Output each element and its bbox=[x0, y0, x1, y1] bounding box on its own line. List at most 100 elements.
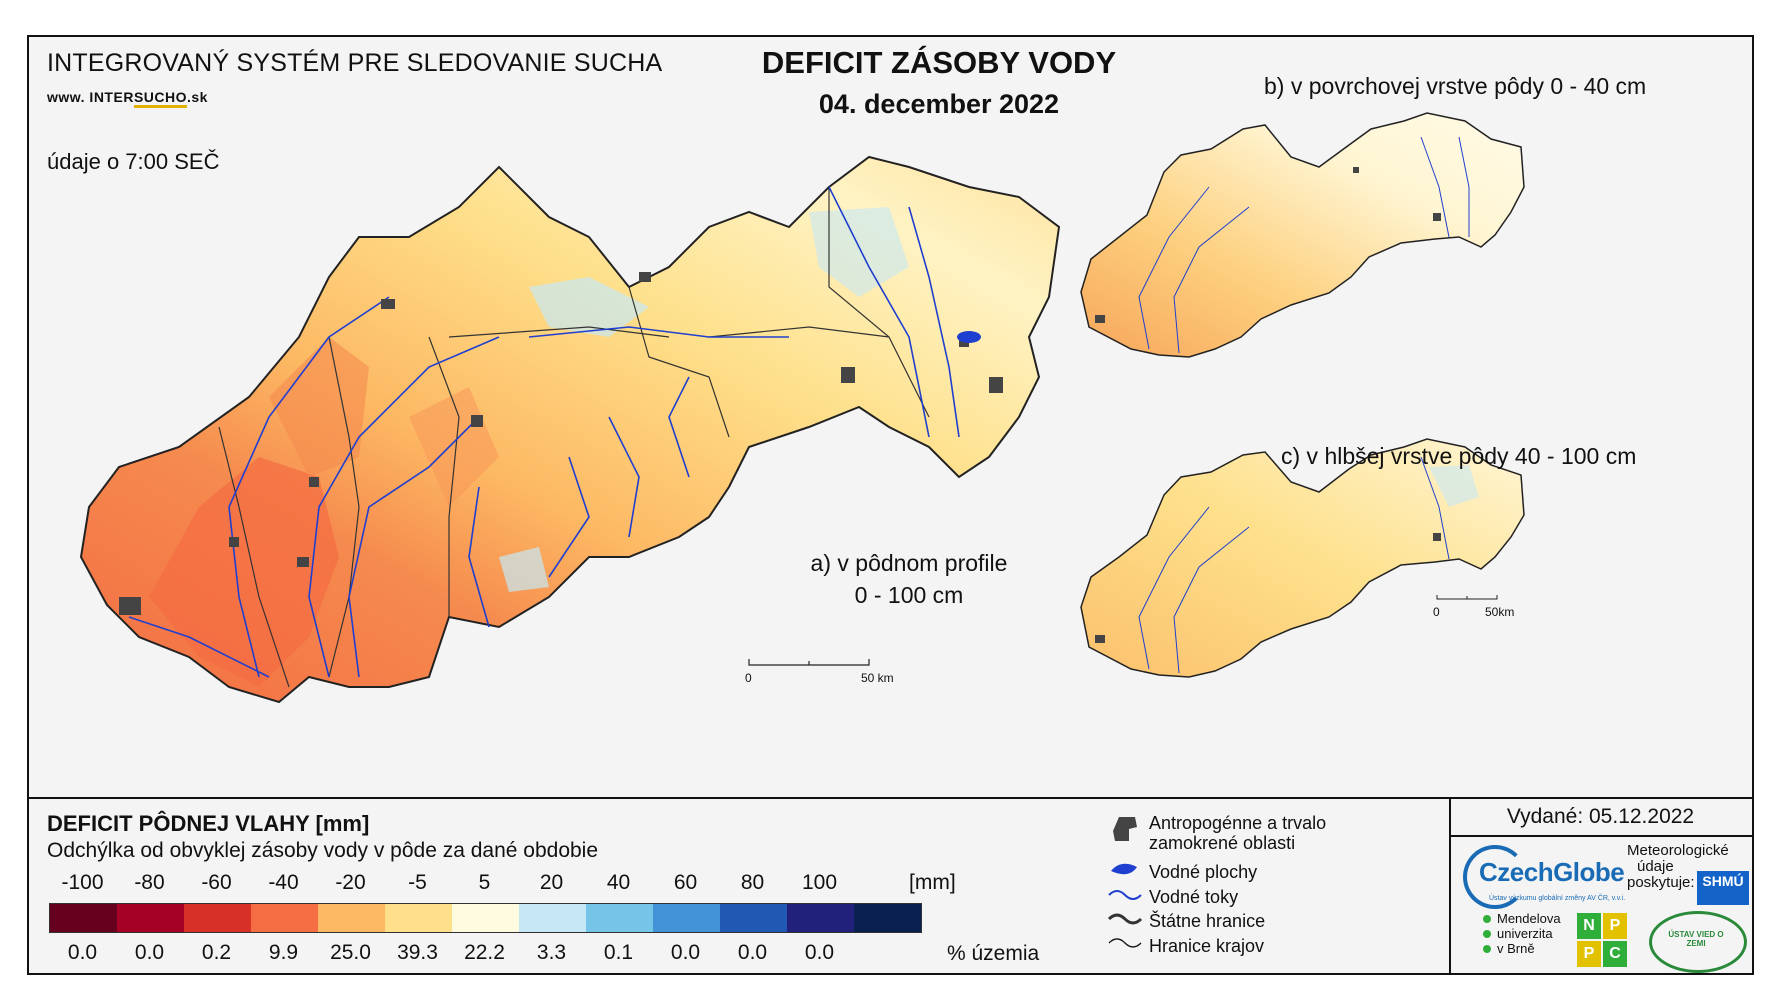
scale-c-end: 50km bbox=[1485, 605, 1515, 619]
legend-symbols bbox=[1107, 817, 1143, 948]
water-body-a bbox=[957, 331, 981, 343]
region-borders-a bbox=[218, 187, 930, 688]
map-b bbox=[1080, 112, 1525, 358]
legend-bound-label: -100 bbox=[61, 871, 104, 894]
legend-color-cell bbox=[184, 904, 251, 932]
legend-bound-label: 5 bbox=[478, 871, 491, 894]
slovakia-outline-b bbox=[1080, 112, 1525, 358]
state-border-icon bbox=[1107, 913, 1143, 925]
meteo-provider: Meteorologické údaje poskytuje: bbox=[1627, 842, 1729, 891]
mendel-dot-icon bbox=[1483, 929, 1491, 938]
legend-color-scale bbox=[49, 903, 922, 933]
legend-state-border: Štátne hranice bbox=[1149, 911, 1266, 931]
urban-areas-c bbox=[1095, 533, 1441, 643]
legend-bound-label: -80 bbox=[134, 871, 165, 894]
legend-streams: Vodné toky bbox=[1149, 887, 1239, 907]
rivers-b bbox=[1138, 136, 1470, 354]
legend-region-border: Hranice krajov bbox=[1149, 936, 1265, 956]
legend-pct-label: 22.2 bbox=[464, 941, 505, 964]
panel-a-label: a) v pôdnom profile 0 - 100 cm bbox=[810, 550, 1008, 608]
legend-pct-label: 0.0 bbox=[134, 941, 165, 964]
surplus-patch-ne bbox=[809, 207, 909, 297]
legend-color-cell bbox=[519, 904, 586, 932]
urban-areas-a bbox=[119, 272, 1003, 615]
legend-bound-label: 20 bbox=[539, 871, 564, 894]
system-title: INTEGROVANÝ SYSTÉM PRE SLEDOVANIE SUCHA bbox=[47, 49, 663, 77]
legend-pct-label: 0.0 bbox=[737, 941, 768, 964]
scale-bar-c bbox=[1436, 595, 1498, 600]
deficit-patch-w bbox=[269, 337, 369, 477]
legend-color-cell bbox=[720, 904, 787, 932]
scale-bar-a bbox=[748, 659, 870, 666]
legend-anthropogenic: Antropogénne a trvalo zamokrené oblasti bbox=[1149, 813, 1327, 853]
uvz-logo bbox=[1649, 911, 1747, 973]
legend-bound-label: 80 bbox=[740, 871, 765, 894]
legend-bound-label: -5 bbox=[408, 871, 427, 894]
legend-bound-label: -40 bbox=[268, 871, 299, 894]
scale-a-zero: 0 bbox=[745, 671, 752, 685]
legend-color-cell bbox=[251, 904, 318, 932]
map-title: DEFICIT ZÁSOBY VODY bbox=[761, 45, 1117, 80]
czechglobe-subtitle: Ústav výzkumu globální změny AV ČR, v.v.… bbox=[1489, 895, 1626, 902]
legend-title: DEFICIT PÔDNEJ VLAHY [mm] bbox=[47, 811, 370, 836]
water-body-icon bbox=[1111, 863, 1137, 875]
map-date: 04. december 2022 bbox=[818, 89, 1060, 119]
panel-b-label: b) v povrchovej vrstve pôdy 0 - 40 cm bbox=[1264, 73, 1647, 99]
legend-color-cell bbox=[50, 904, 117, 932]
rivers-a bbox=[128, 186, 960, 678]
legend-pct-label: 3.3 bbox=[536, 941, 567, 964]
maps-canvas bbox=[79, 112, 1525, 704]
surplus-patch-n bbox=[529, 277, 649, 337]
legend-color-cell bbox=[452, 904, 519, 932]
legend-pct-label: 0.2 bbox=[201, 941, 232, 964]
legend-pct-label: 0.0 bbox=[67, 941, 98, 964]
legend-color-cell bbox=[586, 904, 653, 932]
legend-color-cell bbox=[318, 904, 385, 932]
legend-color-cell bbox=[854, 904, 921, 932]
legend-unit-mm: [mm] bbox=[909, 871, 956, 894]
mendel-dot-icon bbox=[1483, 914, 1491, 923]
slovakia-outline-c bbox=[1080, 438, 1525, 678]
legend-bound-label: 40 bbox=[606, 871, 631, 894]
legend-water-bodies: Vodné plochy bbox=[1149, 862, 1258, 882]
map-c bbox=[1080, 438, 1525, 678]
legend-color-cell bbox=[117, 904, 184, 932]
legend-bound-label: 100 bbox=[801, 871, 838, 894]
czechglobe-logo: CzechGlobe bbox=[1479, 857, 1625, 887]
legend-color-cell bbox=[787, 904, 854, 932]
shmu-logo: SHMÚ bbox=[1697, 871, 1749, 905]
panel-c-label: c) v hlbšej vrstve pôdy 40 - 100 cm bbox=[1281, 443, 1637, 469]
legend-bound-label: 60 bbox=[673, 871, 698, 894]
rivers-c bbox=[1138, 456, 1450, 674]
legend-pct-label: 0.0 bbox=[804, 941, 835, 964]
issued-date: Vydané: 05.12.2022 bbox=[1506, 805, 1695, 828]
legend-color-cell bbox=[653, 904, 720, 932]
scale-a-end: 50 km bbox=[861, 671, 894, 685]
czechglobe-logo-ring bbox=[1463, 845, 1527, 909]
legend-area: DEFICIT PÔDNEJ VLAHY [mm] Odchýlka od ob… bbox=[29, 797, 1752, 975]
map-frame: INTEGROVANÝ SYSTÉM PRE SLEDOVANIE SUCHA … bbox=[27, 35, 1754, 975]
stream-icon bbox=[1108, 890, 1142, 900]
nppc-logo: N P P C bbox=[1577, 913, 1627, 967]
credits-divider bbox=[1449, 835, 1752, 837]
urban-areas-b bbox=[1095, 167, 1441, 323]
scale-c-zero: 0 bbox=[1433, 605, 1440, 619]
legend-color-cell bbox=[385, 904, 452, 932]
website-url[interactable]: www. INTERSUCHO.sk bbox=[47, 89, 208, 108]
legend-pct-label: 0.0 bbox=[670, 941, 701, 964]
map-a bbox=[79, 155, 1061, 704]
legend-bound-label: -60 bbox=[201, 871, 232, 894]
surplus-patch-c bbox=[1429, 465, 1479, 507]
deficit-patch-sw bbox=[149, 457, 339, 687]
region-border-icon bbox=[1108, 938, 1142, 948]
credits-panel bbox=[1449, 799, 1754, 975]
legend-pct-label: 39.3 bbox=[397, 941, 438, 964]
mendel-logo: Mendelova univerzita v Brně bbox=[1483, 911, 1561, 956]
surplus-patch-s bbox=[499, 547, 549, 592]
legend-subtitle: Odchýlka od obvyklej zásoby vody v pôde … bbox=[47, 839, 599, 862]
anthropogenic-icon bbox=[1113, 817, 1137, 841]
legend-pct-label: 9.9 bbox=[268, 941, 299, 964]
legend-pct-label: 25.0 bbox=[330, 941, 371, 964]
time-note: údaje o 7:00 SEČ bbox=[47, 149, 220, 174]
uvz-logo-text: ÚSTAV VIED O ZEMI bbox=[1668, 930, 1724, 948]
